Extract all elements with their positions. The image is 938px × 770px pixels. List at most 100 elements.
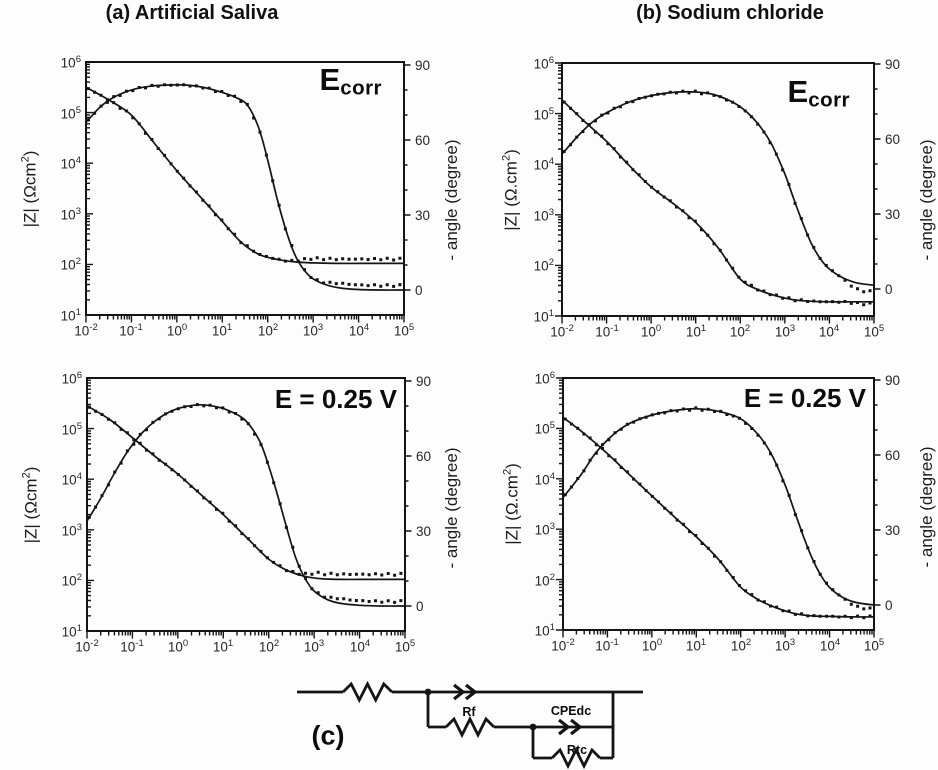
series-phase-measured-dots <box>87 403 403 604</box>
tick-label: 104 <box>819 637 841 654</box>
series-impedance-fit-line <box>561 99 874 303</box>
series-impedance-fit-line <box>562 416 875 618</box>
tick-label: 101 <box>685 323 707 340</box>
y-axis-label-angle: - angle (degree) <box>442 139 461 261</box>
tick-label: 103 <box>533 207 554 224</box>
tick-label: 103 <box>534 521 555 538</box>
tick-label: 10-1 <box>595 637 619 654</box>
tick-label: 105 <box>863 323 885 340</box>
tick-label: 105 <box>61 421 82 438</box>
tick-label: 105 <box>60 105 81 122</box>
tick-label: 10-1 <box>119 322 143 339</box>
tick-label: 103 <box>60 206 81 223</box>
tick-label: 100 <box>166 322 188 339</box>
tick-label: 0 <box>885 282 893 297</box>
series-phase-fit-line <box>86 403 406 607</box>
tick-label: 104 <box>349 638 371 655</box>
tick-label: 102 <box>61 572 82 589</box>
tick-label: 103 <box>774 637 796 654</box>
tick-label: 0 <box>416 599 424 614</box>
tick-label: 104 <box>818 323 840 340</box>
tick-label: 103 <box>61 522 82 539</box>
tick-label: 106 <box>533 55 554 72</box>
tick-label: 10-2 <box>75 638 99 655</box>
tick-label: 102 <box>534 572 555 589</box>
panel-a-title: (a) Artificial Saliva <box>105 2 279 24</box>
tick-label: 102 <box>533 257 554 274</box>
series-phase-fit-line <box>561 90 875 287</box>
tick-label: 10-1 <box>120 638 144 655</box>
tick-label: 105 <box>393 322 415 339</box>
tick-label: 60 <box>415 133 431 148</box>
tick-label: 101 <box>211 322 233 339</box>
tick-label: 106 <box>61 370 82 387</box>
tick-label: 10-2 <box>551 637 575 654</box>
tick-label: 60 <box>416 449 432 464</box>
tick-label: 90 <box>885 373 901 388</box>
tick-label: 104 <box>348 322 370 339</box>
y-axis-label-impedance: |Z| (Ωcm2) <box>20 466 41 544</box>
series-phase-measured-dots <box>562 89 872 294</box>
series-impedance-measured-dots <box>563 417 872 620</box>
tick-label: 101 <box>533 308 554 325</box>
tick-label: 101 <box>534 622 555 639</box>
series-phase-fit-line <box>85 83 405 291</box>
y-axis-label-angle: - angle (degree) <box>917 446 936 568</box>
junction-node <box>424 688 432 696</box>
tick-label: 103 <box>774 323 796 340</box>
annotation-potential: E = 0.25 V <box>743 383 866 413</box>
panel-b-title: (b) Sodium chloride <box>636 2 824 24</box>
series-impedance-measured-dots <box>86 87 402 263</box>
annotation-ecorr: Ecorr <box>787 74 850 112</box>
y-axis-label-impedance: |Z| (Ω.cm2) <box>500 149 521 231</box>
tick-label: 106 <box>534 370 555 387</box>
tick-label: 100 <box>640 323 662 340</box>
tick-label: 103 <box>303 638 325 655</box>
series-phase-measured-dots <box>563 406 872 611</box>
tick-label: 104 <box>533 156 554 173</box>
tick-label: 104 <box>60 155 81 172</box>
y-axis-label-angle: - angle (degree) <box>442 447 461 569</box>
tick-label: 102 <box>258 638 280 655</box>
series-impedance-fit-line <box>85 86 404 265</box>
panel-c-label: (c) <box>311 720 345 751</box>
y-axis-label-angle: - angle (degree) <box>917 139 936 261</box>
series-impedance-measured-dots <box>562 100 872 307</box>
series-impedance-fit-line <box>86 405 405 581</box>
tick-label: 105 <box>394 638 416 655</box>
tick-label: 100 <box>641 637 663 654</box>
y-axis-label-impedance: |Z| (Ωcm2) <box>19 150 40 228</box>
tick-label: 30 <box>416 524 432 539</box>
tick-label: 105 <box>863 637 885 654</box>
circuit-label-cpedc: CPEdc <box>550 704 592 718</box>
junction-node <box>529 723 537 731</box>
tick-label: 102 <box>257 322 279 339</box>
tick-label: 0 <box>885 598 893 613</box>
tick-label: 60 <box>885 448 901 463</box>
tick-label: 101 <box>60 307 81 324</box>
tick-label: 30 <box>885 207 901 222</box>
tick-label: 30 <box>415 208 431 223</box>
tick-label: 30 <box>885 523 901 538</box>
tick-label: 10-2 <box>74 322 98 339</box>
tick-label: 90 <box>416 374 432 389</box>
tick-label: 105 <box>533 106 554 123</box>
tick-label: 10-1 <box>595 323 619 340</box>
annotation-potential: E = 0.25 V <box>274 384 397 414</box>
tick-label: 103 <box>302 322 324 339</box>
series-phase-measured-dots <box>86 83 402 288</box>
circuit-label-rtc: Rtc <box>566 743 588 757</box>
tick-label: 60 <box>885 132 901 147</box>
tick-label: 100 <box>167 638 189 655</box>
